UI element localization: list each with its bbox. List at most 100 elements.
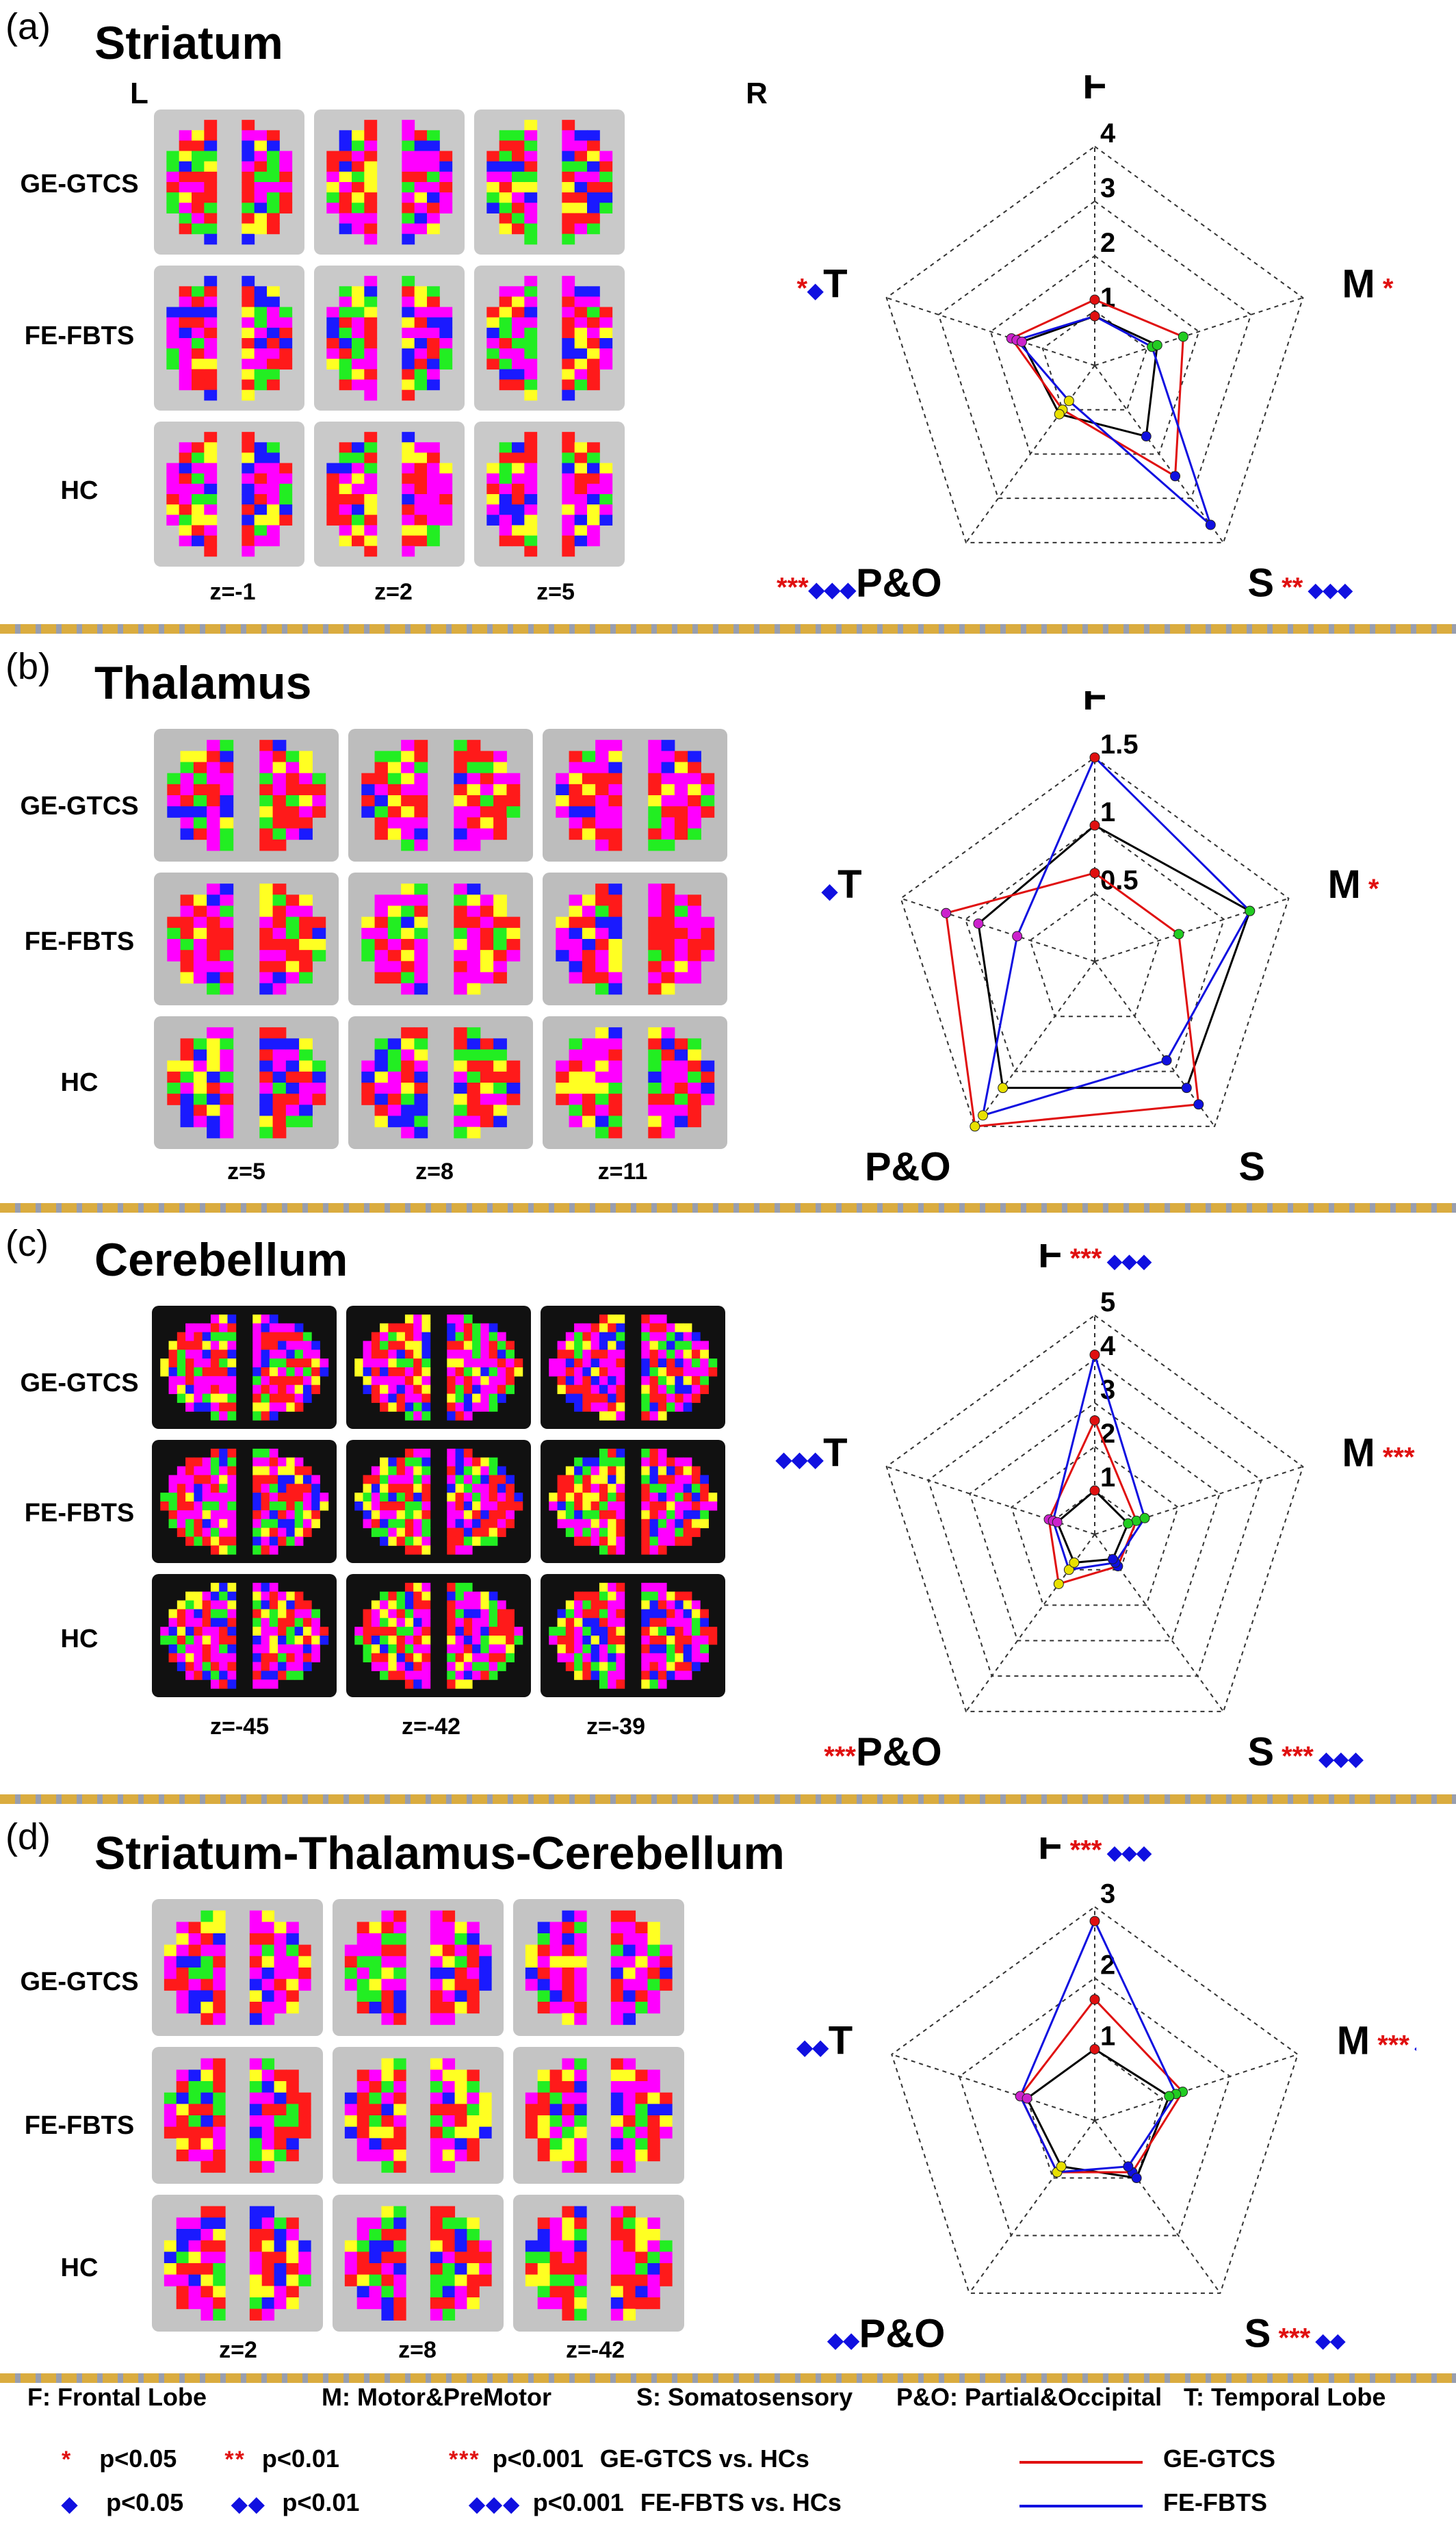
panel-letter: (d) <box>5 1816 51 1857</box>
radar-data-point <box>1178 331 1188 342</box>
panel-title: Striatum <box>94 17 283 69</box>
abbr-temporal: T: Temporal Lobe <box>1184 2383 1386 2411</box>
radar-data-point <box>973 918 984 929</box>
row-label-ge-gtcs: GE-GTCS <box>20 1369 139 1397</box>
p-value: p<0.01 <box>282 2488 360 2516</box>
abbr-parietal-occipital: P&O: Partial&Occipital <box>896 2383 1162 2411</box>
radar-axis-label: P&O <box>865 1144 951 1189</box>
radar-data-point <box>1161 1055 1172 1066</box>
radar-data-point <box>1170 471 1181 482</box>
brain-slice-image <box>346 1306 531 1429</box>
radar-tick-label: 2 <box>1100 1419 1115 1449</box>
radar-tick-label: 1 <box>1100 2021 1115 2051</box>
panel-c: (c) Cerebellum GE-GTCS FE-FBTS HC z=-45 … <box>0 1217 1456 1792</box>
panel-divider <box>0 1794 1456 1804</box>
row-label-hc: HC <box>60 476 99 505</box>
radar-data-point <box>1131 2173 1142 2184</box>
panel-letter: (c) <box>5 1223 49 1264</box>
row-label-hc: HC <box>60 1068 99 1097</box>
radar-axis-label: S ** ◆◆◆ <box>1247 560 1353 605</box>
radar-tick-label: 3 <box>1100 1879 1115 1909</box>
brain-slice-image <box>152 1306 337 1429</box>
brain-slice-image <box>152 1899 323 2036</box>
radar-spoke <box>891 2054 1095 2121</box>
radar-grid-ring <box>885 1314 1304 1712</box>
radar-grid-ring <box>964 824 1225 1072</box>
radar-data-point <box>1123 1518 1134 1529</box>
row-label-fe-fbts: FE-FBTS <box>24 1499 135 1527</box>
radar-axis-label: *◆T <box>797 262 848 307</box>
radar-axis-label: S *** ◆◆◆ <box>1247 1729 1364 1774</box>
radar-data-point <box>998 1083 1009 1094</box>
radar-tick-label: 3 <box>1100 173 1115 203</box>
row-label-hc: HC <box>60 1625 99 1653</box>
radar-chart: 1 2 3 4 F M * S ** ◆◆◆ ***◆◆◆P&O *◆T <box>773 63 1416 623</box>
p-value: p<0.05 <box>106 2488 184 2516</box>
radar-axis-label: ◆T <box>821 862 862 907</box>
row-label-ge-gtcs: GE-GTCS <box>20 1968 139 1996</box>
radar-data-point <box>1141 431 1152 442</box>
brain-slice-image <box>543 729 727 862</box>
radar-axis-label: S <box>1238 1144 1265 1189</box>
p-value: p<0.01 <box>261 2445 339 2473</box>
radar-data-point <box>1089 868 1100 879</box>
radar-series-ge-gtcs <box>945 872 1200 1128</box>
radar-spoke <box>1094 897 1289 962</box>
brain-slice-image <box>154 729 339 862</box>
radar-spoke <box>1094 2119 1221 2294</box>
radar-series-fe-fbts <box>981 756 1251 1118</box>
brain-slice-image <box>513 2047 684 2184</box>
radar-data-point <box>941 907 952 918</box>
left-marker: L <box>130 77 148 110</box>
radar-data-point <box>1089 1485 1100 1496</box>
radar-axis-label: ***P&O <box>824 1729 941 1774</box>
legend-line-fe-fbts <box>1019 2505 1143 2507</box>
radar-data-point <box>1205 519 1216 530</box>
radar-series-ge-gtcs <box>1009 298 1184 478</box>
brain-slice-image <box>474 422 625 567</box>
radar-spoke <box>1094 961 1215 1127</box>
row-label-ge-gtcs: GE-GTCS <box>20 170 139 198</box>
panel-letter: (a) <box>5 6 51 47</box>
radar-data-point <box>1063 1564 1074 1575</box>
radar-axis-label: ◆◆◆T <box>775 1431 848 1475</box>
z-label: z=5 <box>227 1159 265 1185</box>
radar-grid-ring <box>927 1358 1262 1677</box>
brain-slice-image <box>513 1899 684 2036</box>
radar-axis-label: ◆◆T <box>796 2018 853 2063</box>
brain-slice-image <box>154 422 304 567</box>
radar-data-point <box>1052 1517 1063 1527</box>
radar-tick-label: 1 <box>1100 1462 1115 1493</box>
z-label: z=2 <box>374 579 413 605</box>
radar-spoke <box>1094 297 1303 366</box>
radar-grid-ring <box>989 255 1200 455</box>
brain-slice-image <box>348 873 533 1005</box>
z-label: z=11 <box>597 1159 648 1185</box>
radar-grid-ring <box>900 756 1290 1127</box>
brain-slice-image <box>474 109 625 255</box>
radar-tick-label: 1 <box>1100 283 1115 313</box>
radar-series-hc <box>977 824 1251 1089</box>
abbr-frontal: F: Frontal Lobe <box>27 2383 207 2411</box>
legend-row-ge-gtcs: * p<0.05 ** p<0.01 *** p<0.001 GE-GTCS v… <box>62 2445 809 2473</box>
brain-slice-image <box>154 873 339 1005</box>
radar-data-point <box>1063 396 1074 407</box>
radar-data-point <box>1053 1578 1064 1589</box>
panel-letter: (b) <box>5 646 51 687</box>
panel-title: Striatum-Thalamus-Cerebellum <box>94 1827 785 1879</box>
z-label: z=5 <box>536 579 575 605</box>
radar-data-point <box>1056 2161 1067 2172</box>
radar-grid-ring <box>1011 1445 1179 1606</box>
radar-axis-label: M * <box>1342 262 1393 307</box>
diamond-marker: ◆ <box>62 2493 79 2516</box>
panel-a: (a) Striatum L R GE-GTCS FE-FBTS HC z=-1… <box>0 0 1456 623</box>
abbr-somatosensory: S: Somatosensory <box>636 2383 853 2411</box>
radar-data-point <box>1193 1099 1204 1110</box>
radar-tick-label: 1 <box>1100 797 1115 827</box>
radar-data-point <box>1022 2093 1032 2104</box>
comparison-label: FE-FBTS vs. HCs <box>640 2488 842 2516</box>
radar-tick-label: 4 <box>1100 118 1116 149</box>
radar-data-point <box>1181 1083 1192 1094</box>
radar-grid-ring <box>885 145 1304 543</box>
radar-data-point <box>1089 1350 1100 1360</box>
